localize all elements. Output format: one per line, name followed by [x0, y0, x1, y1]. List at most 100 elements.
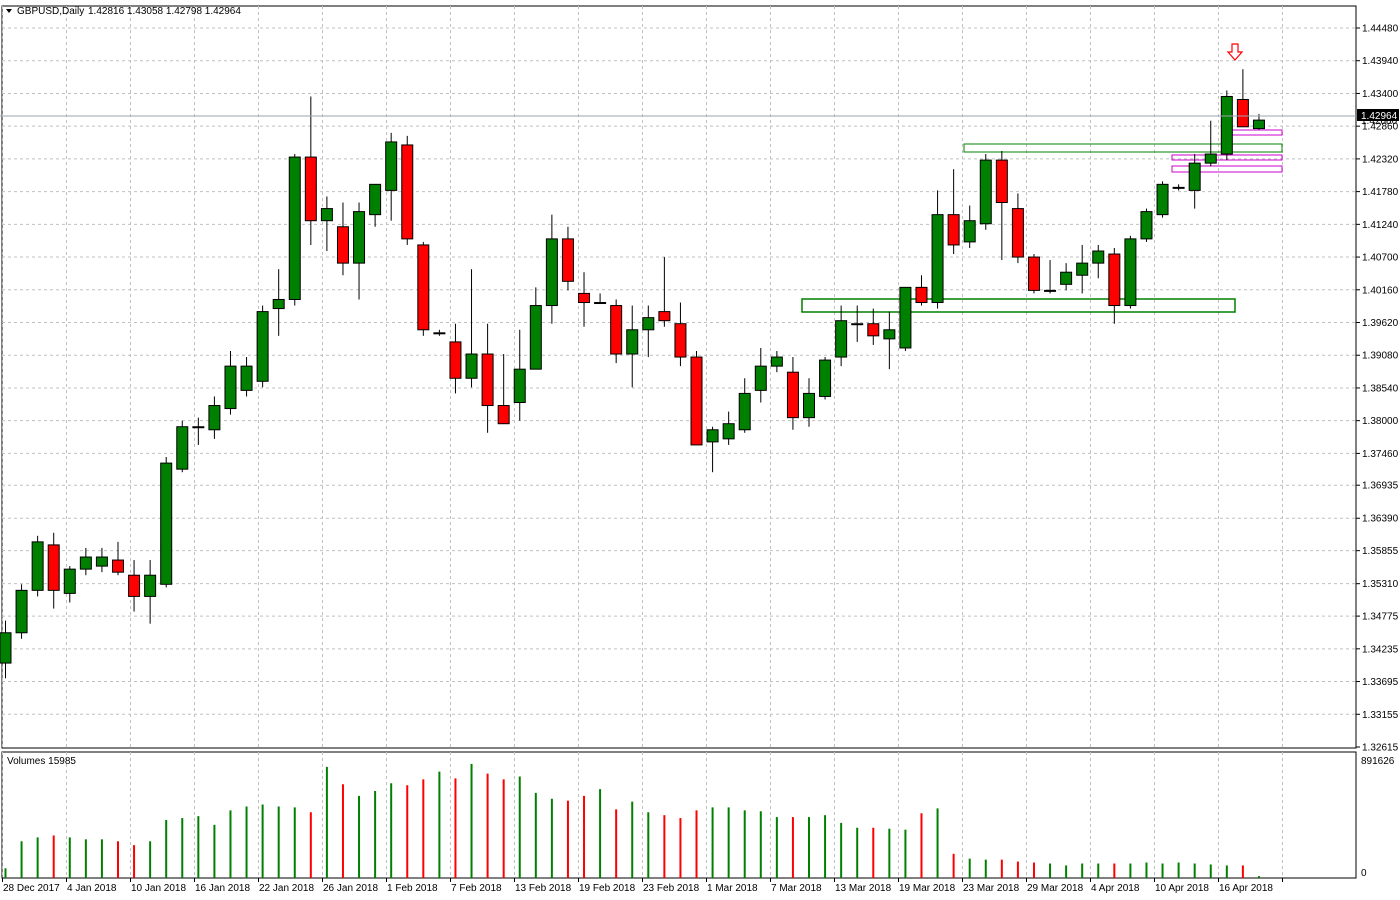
y-tick-label: 1.34775	[1362, 612, 1399, 623]
candle-body-bear	[1011, 208, 1024, 258]
candle-body-bull	[95, 556, 108, 567]
y-tick-label: 1.38540	[1362, 383, 1399, 394]
candle-body-bull	[1060, 271, 1073, 285]
candle-body-bull	[465, 353, 478, 379]
candle	[433, 329, 446, 336]
candle-body-bear	[497, 405, 510, 425]
candle	[594, 293, 607, 305]
volume-zero-label: 0	[1361, 868, 1367, 879]
volume-series	[4, 763, 1260, 878]
candle	[144, 560, 157, 624]
candle	[465, 269, 478, 388]
x-tick-label: 7 Mar 2018	[771, 883, 822, 894]
x-tick-label: 7 Feb 2018	[451, 883, 502, 894]
candle-body-bear	[401, 144, 414, 240]
y-tick-label: 1.40160	[1362, 285, 1399, 296]
candle-body-bear	[417, 244, 430, 331]
dropdown-triangle-icon[interactable]	[6, 9, 12, 13]
candle	[690, 350, 703, 446]
candle-body-bear	[1027, 256, 1040, 291]
candle	[883, 311, 896, 370]
candle	[1092, 244, 1105, 279]
candle-body-bear	[995, 159, 1008, 204]
candle	[176, 420, 189, 473]
x-tick-label: 4 Jan 2018	[67, 883, 117, 894]
current-price-tag: 1.42964	[1361, 111, 1398, 122]
candle-body-bull	[963, 220, 976, 243]
y-tick-label: 1.36390	[1362, 514, 1399, 525]
candle	[256, 305, 269, 388]
candle	[128, 560, 141, 612]
current-price-marker: 1.42880 1.42964	[0, 109, 1399, 127]
candle	[786, 357, 799, 430]
x-tick-label: 19 Feb 2018	[579, 883, 636, 894]
hidden-price-tag: 1.42880	[1361, 116, 1398, 127]
ohlc-label: 1.42816 1.43058 1.42798 1.42964	[88, 6, 241, 17]
candle-body-bull	[1220, 95, 1233, 155]
candle	[1124, 235, 1137, 309]
x-tick-label: 28 Dec 2017	[3, 883, 60, 894]
candle	[674, 302, 687, 367]
x-tick-label: 13 Mar 2018	[835, 883, 892, 894]
candle-body-bull	[738, 392, 751, 431]
candle	[272, 269, 285, 336]
candle-body-bear	[915, 286, 928, 304]
candle	[561, 226, 574, 291]
down-arrow-icon	[1226, 43, 1244, 61]
candle-body-bull	[1156, 183, 1169, 216]
y-tick-label: 1.42320	[1362, 154, 1399, 165]
candle	[610, 299, 623, 364]
candle	[0, 620, 12, 679]
candle-body-bull	[979, 159, 992, 225]
symbol-label: GBPUSD,Daily	[17, 6, 84, 17]
candle-body-bear	[786, 371, 799, 419]
candle-body-bull	[208, 405, 221, 431]
x-tick-label: 22 Jan 2018	[259, 883, 314, 894]
price-panel-frame	[1, 5, 1357, 749]
candle-body-bear	[304, 156, 317, 222]
chart-grid	[1, 5, 1357, 879]
candle-body-bear	[674, 323, 687, 358]
y-tick-label: 1.32615	[1362, 743, 1399, 754]
candle	[449, 323, 462, 394]
candle	[658, 257, 671, 327]
candle	[1108, 247, 1121, 324]
candle-body-bear	[1236, 99, 1249, 128]
volume-max-label: 891626	[1361, 756, 1395, 767]
candle-body-bull	[31, 541, 44, 591]
candle-body-bull	[63, 568, 76, 594]
y-tick-label: 1.33155	[1362, 710, 1399, 721]
candle-body-bear	[47, 544, 60, 591]
candle	[353, 202, 366, 300]
candle	[304, 96, 317, 245]
candle-body-bear	[111, 559, 124, 573]
candle	[481, 323, 494, 433]
candle	[578, 272, 591, 327]
y-tick-label: 1.44480	[1362, 24, 1399, 35]
candle-body-bull	[642, 317, 655, 331]
candle	[63, 566, 76, 603]
candle-body-bear	[867, 323, 880, 337]
candle-body-bull	[1140, 211, 1153, 240]
candle	[867, 308, 880, 345]
candle-body-bear	[481, 353, 494, 407]
candle-body-bull	[224, 365, 237, 410]
candle	[899, 286, 912, 351]
y-tick-label: 1.35310	[1362, 579, 1399, 590]
volume-label: Volumes 15985	[7, 756, 76, 767]
candle-body-bull	[320, 208, 333, 222]
candle-body-bull	[240, 365, 253, 391]
candle	[208, 396, 221, 439]
candle	[224, 350, 237, 415]
candle-body-bull	[513, 368, 526, 403]
candle	[963, 205, 976, 248]
candle	[1044, 260, 1057, 294]
candle-body-bull	[754, 365, 767, 391]
candle-body-bull	[433, 332, 446, 335]
candle-body-bull	[899, 286, 912, 349]
volume-panel-frame	[1, 751, 1357, 879]
candle-body-bull	[529, 305, 542, 370]
candle-body-bull	[722, 423, 735, 440]
y-tick-label: 1.39080	[1362, 351, 1399, 362]
